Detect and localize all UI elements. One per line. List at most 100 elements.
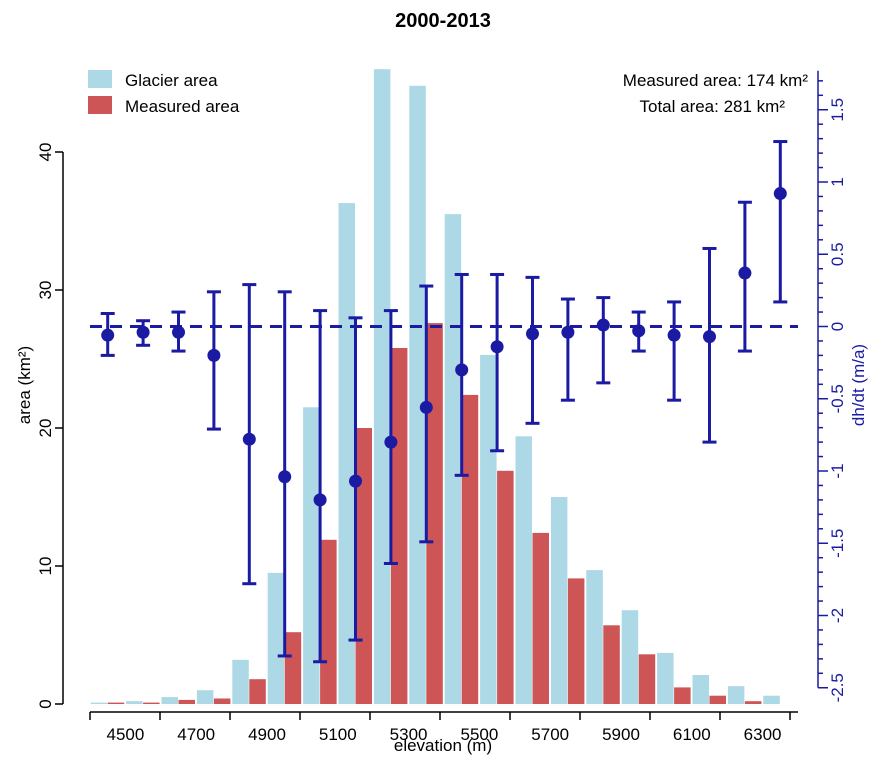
dhdt-point (419, 400, 433, 414)
measured-area-bar (461, 394, 479, 704)
measured-area-bar (532, 532, 549, 704)
legend: Glacier area Measured area (88, 70, 240, 116)
y-tick-label: 10 (36, 557, 55, 576)
glacier-area-bar (550, 497, 568, 704)
measured-area-bar (320, 539, 337, 704)
measured-area-bar (107, 702, 125, 704)
glacier-area-bar (586, 570, 603, 704)
legend-label-glacier: Glacier area (125, 71, 218, 90)
measured-area-bar (178, 699, 195, 704)
glacier-area-bar (232, 659, 249, 704)
x-tick-label: 4900 (248, 725, 286, 744)
y-tick-label: 0 (36, 699, 55, 708)
glacier-area-bar (657, 652, 674, 704)
glacier-area-bar (480, 354, 497, 704)
measured-area-bar (390, 348, 408, 704)
x-tick-label: 4700 (177, 725, 215, 744)
glacier-area-bar (727, 686, 745, 704)
y-tick-label: 40 (36, 143, 55, 162)
y2-tick-label: 1 (828, 177, 847, 186)
x-axis-ticks: 4500 4700 4900 5100 5300 5500 5700 5900 6100 6300 (89, 712, 791, 744)
x-axis-label: elevation (m) (394, 736, 492, 755)
y2-axis-ticks: -2.5 -2 -1.5 -1 -0.5 0 0.5 1 1.5 (818, 80, 847, 702)
measured-area-bar (567, 578, 585, 704)
y-axis-label: area (km²) (15, 346, 34, 424)
legend-swatch-glacier (88, 70, 112, 88)
dhdt-point (703, 330, 716, 344)
measured-area-bar (497, 470, 514, 704)
dhdt-point (242, 432, 256, 446)
y2-tick-label: 0.5 (828, 242, 847, 266)
measured-area-bar (143, 702, 160, 704)
y-tick-label: 30 (36, 281, 55, 300)
dhdt-point (278, 470, 292, 484)
x-tick-label: 6100 (673, 725, 711, 744)
glacier-area-bar (90, 702, 108, 704)
measured-area-bar (426, 323, 443, 704)
measured-area-bar (638, 654, 656, 704)
measured-area-bar (213, 698, 231, 704)
dhdt-point (455, 363, 469, 377)
glacier-area-bar (196, 690, 214, 704)
dhdt-point (136, 325, 150, 339)
glacier-area-bar (692, 675, 709, 704)
measured-area-bar (709, 695, 726, 704)
measured-area-bar (603, 625, 620, 704)
glacier-area-bar (444, 214, 462, 704)
dhdt-point (172, 325, 185, 339)
dhdt-layer (90, 140, 798, 664)
measured-area-bar (249, 679, 266, 704)
y2-tick-label: -0.5 (828, 384, 847, 413)
y2-axis-label: dh/dt (m/a) (849, 344, 868, 426)
y2-tick-label: -1 (828, 463, 847, 478)
measured-area-bar (355, 428, 372, 704)
annotation-total-area: Total area: 281 km² (639, 97, 785, 116)
legend-swatch-measured (88, 96, 112, 114)
glacier-area-bar (373, 69, 391, 704)
y2-tick-label: 0 (828, 322, 847, 331)
measured-area-bar (744, 701, 762, 704)
y2-tick-label: -2 (828, 608, 847, 623)
glacier-area-bar (515, 436, 532, 704)
x-tick-label: 4500 (106, 725, 144, 744)
dhdt-point (632, 324, 646, 338)
glacier-area-bar (126, 701, 143, 704)
dhdt-point (490, 340, 504, 354)
y2-tick-label: 1.5 (828, 98, 847, 122)
dhdt-point (738, 266, 752, 280)
y2-tick-label: -1.5 (828, 529, 847, 558)
dhdt-point (101, 328, 115, 342)
x-tick-label: 5100 (319, 725, 357, 744)
measured-area-bar (674, 687, 691, 704)
measured-area-bar (284, 632, 302, 704)
y-tick-label: 20 (36, 419, 55, 438)
bars-layer (90, 69, 780, 705)
chart-title: 2000-2013 (395, 10, 491, 32)
dhdt-point (526, 327, 539, 341)
glacier-area-bar (409, 85, 426, 705)
y2-tick-label: -2.5 (828, 673, 847, 702)
x-tick-label: 6300 (744, 725, 782, 744)
annotation-measured-area: Measured area: 174 km² (623, 71, 809, 90)
x-tick-label: 5900 (602, 725, 640, 744)
glacier-area-bar (763, 695, 780, 704)
legend-label-measured: Measured area (125, 97, 240, 116)
x-tick-label: 5700 (531, 725, 569, 744)
dhdt-point (349, 474, 362, 488)
glacier-area-bar (338, 203, 355, 704)
glacier-area-bar (303, 407, 320, 704)
dhdt-point (773, 187, 787, 201)
dhdt-point (207, 348, 221, 362)
dhdt-point (313, 493, 327, 507)
glacier-area-bar (161, 697, 178, 704)
dhdt-point (596, 318, 610, 332)
glacier-area-bar (267, 572, 285, 704)
x-tick-label: 5500 (460, 725, 498, 744)
dhdt-point (667, 328, 681, 342)
glacier-area-bar (621, 610, 639, 704)
dhdt-point (561, 325, 575, 339)
x-tick-label: 5300 (390, 725, 428, 744)
dhdt-point (384, 435, 398, 449)
y-axis-ticks: 0 10 20 30 40 (36, 143, 63, 709)
